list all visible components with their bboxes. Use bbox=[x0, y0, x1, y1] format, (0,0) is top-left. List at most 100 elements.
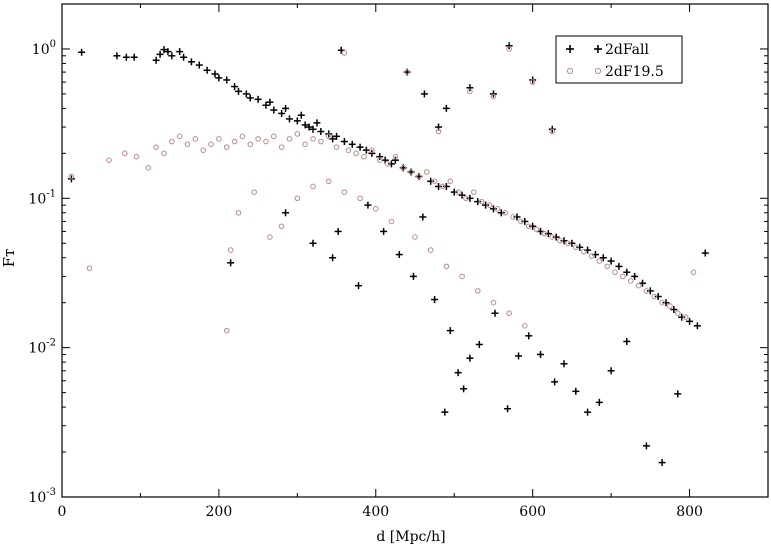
data-point-2df195 bbox=[435, 128, 442, 135]
data-point-2df195 bbox=[345, 147, 352, 153]
data-point-2df195 bbox=[596, 258, 603, 264]
data-point-2dfall bbox=[458, 191, 466, 199]
data-point-2dfall bbox=[623, 337, 631, 345]
data-point-2dfall bbox=[266, 98, 274, 106]
data-point-2df195 bbox=[478, 198, 485, 205]
data-point-2dfall bbox=[460, 385, 468, 393]
data-point-2dfall bbox=[515, 352, 523, 360]
data-point-2df195 bbox=[133, 153, 140, 160]
data-point-2df195 bbox=[227, 247, 234, 253]
data-point-2dfall bbox=[313, 119, 321, 127]
data-point-2df195 bbox=[294, 131, 301, 137]
data-point-2df195 bbox=[408, 169, 414, 175]
data-point-2df195 bbox=[208, 141, 214, 148]
data-point-2dfall bbox=[701, 249, 709, 257]
data-point-2dfall bbox=[466, 84, 474, 92]
data-point-2dfall bbox=[215, 74, 223, 82]
legend-box bbox=[555, 35, 683, 84]
data-point-2dfall bbox=[387, 160, 395, 168]
data-point-2dfall bbox=[227, 259, 235, 267]
legend-2dfall-marker bbox=[566, 45, 602, 53]
data-point-2df195 bbox=[565, 240, 571, 247]
data-point-2df195 bbox=[627, 278, 634, 284]
data-point-2dfall bbox=[164, 48, 172, 56]
data-point-2dfall bbox=[505, 42, 513, 50]
data-point-2dfall bbox=[223, 76, 231, 84]
data-point-2dfall bbox=[482, 201, 490, 209]
data-point-2dfall bbox=[584, 408, 592, 416]
x-axis: 0 200 400 600 800 bbox=[58, 4, 703, 520]
data-point-2df195 bbox=[474, 288, 481, 294]
data-point-2dfall bbox=[491, 309, 499, 317]
data-point-2df195 bbox=[376, 157, 383, 163]
data-point-2dfall bbox=[576, 243, 584, 251]
data-point-2df195 bbox=[333, 144, 340, 150]
data-point-2df195 bbox=[310, 183, 316, 190]
data-point-2df195 bbox=[455, 189, 461, 195]
data-point-2df195 bbox=[388, 218, 395, 225]
data-point-2df195 bbox=[372, 206, 379, 212]
data-point-2df195 bbox=[549, 234, 556, 240]
data-point-2df195 bbox=[302, 141, 308, 148]
data-point-2df195 bbox=[510, 214, 516, 220]
legend-2dfall-label: 2dFall bbox=[605, 42, 649, 58]
data-point-2df195 bbox=[580, 248, 587, 255]
data-point-2df195 bbox=[192, 136, 199, 142]
data-point-2df195 bbox=[251, 189, 257, 195]
data-point-2dfall bbox=[560, 237, 568, 245]
data-point-2dfall bbox=[631, 272, 639, 280]
data-point-2df195 bbox=[439, 183, 446, 190]
data-point-2dfall bbox=[442, 182, 450, 190]
data-point-2df195 bbox=[651, 293, 658, 300]
data-point-2dfall bbox=[301, 121, 309, 129]
data-point-2df195 bbox=[353, 150, 359, 157]
data-point-2dfall bbox=[489, 205, 497, 213]
data-point-2df195 bbox=[533, 226, 540, 233]
data-point-2df195 bbox=[223, 144, 230, 150]
data-point-2df195 bbox=[384, 161, 391, 167]
data-point-2df195 bbox=[549, 128, 556, 135]
data-point-2dfall bbox=[168, 52, 176, 60]
data-point-2dfall bbox=[368, 149, 376, 157]
data-point-2dfall bbox=[391, 156, 399, 164]
data-point-2dfall bbox=[551, 378, 559, 386]
data-point-2dfall bbox=[572, 387, 580, 395]
data-point-2df195 bbox=[294, 195, 301, 202]
data-point-2df195 bbox=[271, 133, 277, 140]
data-point-2df195 bbox=[506, 46, 512, 52]
data-point-2dfall bbox=[355, 282, 363, 290]
data-point-2dfall bbox=[427, 177, 435, 185]
data-point-2df195 bbox=[200, 147, 206, 153]
data-point-2dfall bbox=[364, 201, 372, 209]
data-point-2dfall bbox=[466, 194, 474, 202]
data-point-2df195 bbox=[518, 218, 524, 225]
data-point-2dfall bbox=[278, 109, 286, 117]
y-axis: 100 10-1 10-2 10-3 bbox=[28, 3, 768, 506]
data-point-2df195 bbox=[467, 88, 473, 95]
data-point-2dfall bbox=[525, 332, 533, 340]
data-point-2dfall bbox=[513, 213, 521, 221]
data-point-2dfall bbox=[317, 128, 325, 136]
data-point-2df195 bbox=[412, 234, 418, 240]
data-point-2dfall bbox=[658, 459, 666, 467]
data-point-2dfall bbox=[156, 50, 164, 58]
legend: 2dFall 2dF19.5 bbox=[555, 35, 683, 84]
data-point-2dfall bbox=[270, 106, 278, 114]
data-point-2dfall bbox=[607, 257, 615, 265]
data-point-2dfall bbox=[638, 279, 646, 287]
data-point-2dfall bbox=[441, 408, 449, 416]
data-point-2dfall bbox=[497, 209, 505, 217]
data-point-2dfall bbox=[246, 94, 254, 102]
data-point-2df195 bbox=[427, 247, 434, 253]
data-point-2dfall bbox=[552, 233, 560, 241]
x-tick-label: 200 bbox=[206, 504, 233, 520]
data-point-2dfall bbox=[615, 262, 623, 270]
data-point-2dfall bbox=[568, 239, 576, 247]
data-point-2df195 bbox=[121, 150, 128, 157]
data-point-2dfall bbox=[409, 272, 417, 280]
data-point-2dfall bbox=[474, 198, 482, 206]
data-point-2df195 bbox=[68, 173, 75, 180]
data-point-2dfall bbox=[187, 58, 195, 66]
data-point-2df195 bbox=[247, 141, 254, 148]
